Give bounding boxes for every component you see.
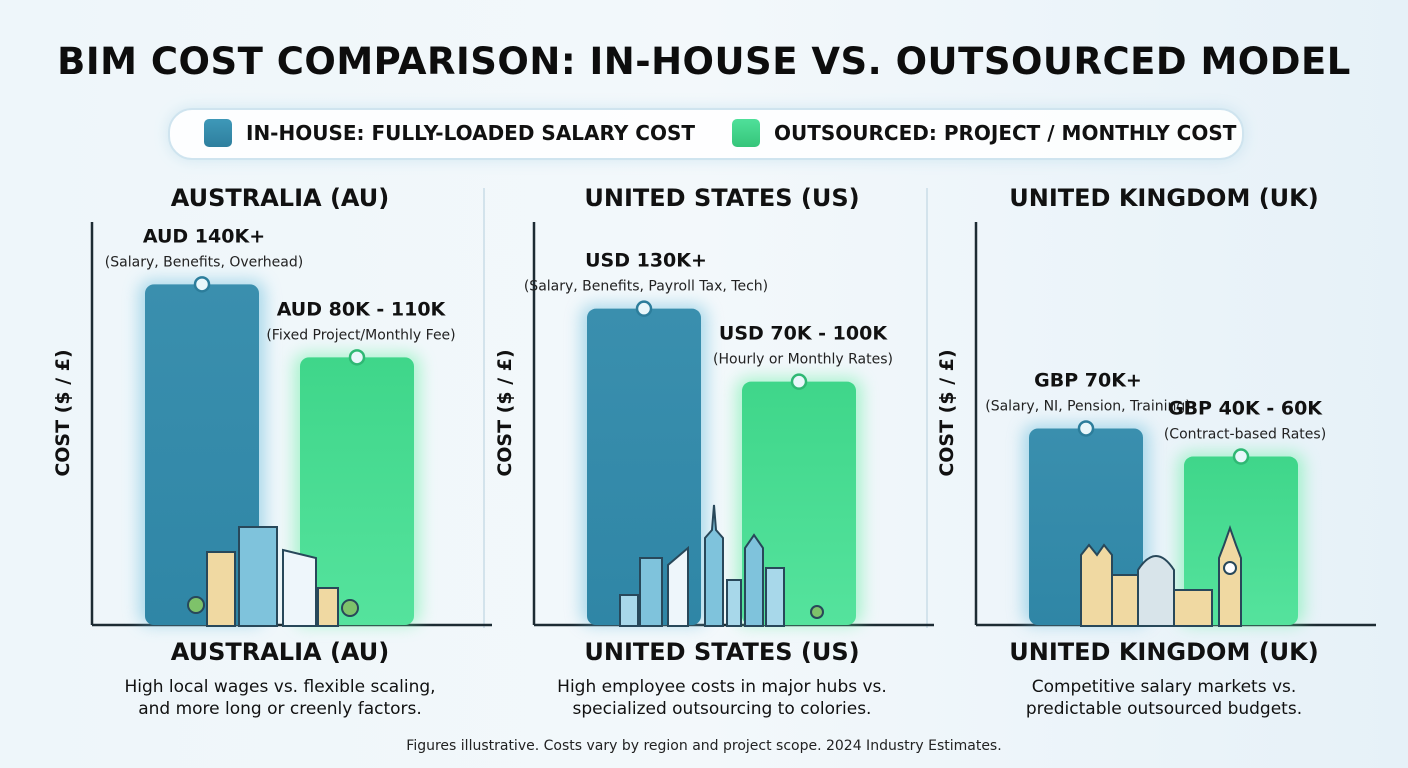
empire-state-icon <box>704 504 724 627</box>
data-sublabel: (Salary, Benefits, Payroll Tax, Tech) <box>524 279 768 295</box>
building-icon <box>765 567 785 627</box>
tree-icon <box>187 596 205 614</box>
bar-marker-dot <box>635 300 653 317</box>
legend-swatch-outsourced <box>732 119 760 147</box>
data-sublabel: (Fixed Project/Monthly Fee) <box>266 327 455 343</box>
country-name: AUSTRALIA (AU) <box>170 638 390 666</box>
building-icon <box>726 579 742 627</box>
skyline-illustration <box>187 526 359 627</box>
building-icon <box>744 533 764 627</box>
legend-item-in-house: IN-HOUSE: FULLY-LOADED SALARY COST <box>204 119 695 147</box>
country-name: UNITED STATES (US) <box>584 638 860 666</box>
building-icon <box>282 548 317 627</box>
bar-in-house <box>145 284 259 625</box>
bar-in-house <box>587 308 701 625</box>
bar-marker-dot <box>1232 448 1250 465</box>
chart-svg-au: AUD 140K+ (Salary, Benefits, Overhead) AUD… <box>90 222 492 627</box>
data-sublabel: (Salary, NI, Pension, Training) <box>985 398 1191 414</box>
clock-icon <box>1223 561 1237 575</box>
description-line: High local wages vs. flexible scaling, <box>124 677 436 697</box>
data-label: AUD 80K - 110K <box>277 298 447 320</box>
chart-panel-au: AUSTRALIA (AU) COST ($ / £) AUD 140K+ (Sa… <box>52 170 500 730</box>
chart-panel-us: UNITED STATES (US) COST ($ / £) USD 130K… <box>494 170 942 730</box>
chart-svg-uk: GBP 70K+ (Salary, NI, Pension, Training)G… <box>974 222 1376 627</box>
building-icon <box>206 551 236 627</box>
description-line: Competitive salary markets vs. <box>1031 677 1297 697</box>
dome-icon <box>1137 555 1175 627</box>
chart-title: UNITED KINGDOM (UK) <box>1009 184 1319 212</box>
data-label: GBP 40K - 60K <box>1168 398 1323 420</box>
description-line: and more long or creenly factors. <box>138 699 422 719</box>
chart-svg-us: USD 130K+ (Salary, Benefits, Payroll Tax,… <box>524 222 934 627</box>
skyline-illustration <box>1080 524 1242 627</box>
data-label: GBP 70K+ <box>1034 369 1142 391</box>
data-sublabel: (Contract-based Rates) <box>1164 427 1326 443</box>
building-icon <box>1173 589 1213 627</box>
chart-title: UNITED STATES (US) <box>584 184 860 212</box>
data-label: USD 130K+ <box>585 250 707 272</box>
tree-icon <box>810 605 824 619</box>
description-line: predictable outsourced budgets. <box>1025 699 1303 719</box>
country-description: High employee costs in major hubs vs. sp… <box>502 676 942 720</box>
description-line: specialized outsourcing to colories. <box>572 699 872 719</box>
data-label: AUD 140K+ <box>143 225 265 247</box>
bar-outsourced <box>1184 456 1298 625</box>
building-icon <box>639 557 663 627</box>
big-ben-icon <box>1218 524 1242 627</box>
chart-panel-uk: UNITED KINGDOM (UK) COST ($ / £) GBP 70K… <box>936 170 1384 730</box>
legend-swatch-in-house <box>204 119 232 147</box>
building-icon <box>619 594 639 627</box>
bar-outsourced <box>300 357 414 625</box>
legend-label-outsourced: OUTSOURCED: PROJECT / MONTHLY COST <box>774 121 1237 145</box>
country-description: Competitive salary markets vs. predictab… <box>944 676 1384 720</box>
bar-marker-dot <box>193 276 211 293</box>
page-title: BIM COST COMPARISON: IN-HOUSE VS. OUTSOU… <box>57 40 1351 83</box>
description-line: High employee costs in major hubs vs. <box>557 677 887 697</box>
building-icon <box>1111 574 1139 627</box>
panel-divider <box>926 188 928 628</box>
legend-label-in-house: IN-HOUSE: FULLY-LOADED SALARY COST <box>246 121 695 145</box>
westminster-icon <box>1080 543 1113 627</box>
bar-marker-dot <box>1077 420 1095 437</box>
country-description: High local wages vs. flexible scaling, a… <box>60 676 500 720</box>
data-label: USD 70K - 100K <box>719 323 888 345</box>
building-icon <box>238 526 278 627</box>
data-sublabel: (Hourly or Monthly Rates) <box>713 352 893 368</box>
legend: IN-HOUSE: FULLY-LOADED SALARY COST OUTSO… <box>168 108 1244 160</box>
footnote: Figures illustrative. Costs vary by regi… <box>406 738 1002 754</box>
tree-icon <box>341 599 359 617</box>
bar-marker-dot <box>790 373 808 390</box>
building-icon <box>317 587 339 627</box>
legend-item-outsourced: OUTSOURCED: PROJECT / MONTHLY COST <box>732 119 1236 147</box>
building-icon <box>667 545 689 627</box>
country-name: UNITED KINGDOM (UK) <box>1009 638 1319 666</box>
panel-divider <box>483 188 485 628</box>
skyline-illustration <box>619 504 824 627</box>
data-sublabel: (Salary, Benefits, Overhead) <box>105 254 303 270</box>
bar-outsourced <box>742 381 856 625</box>
bar-marker-dot <box>348 349 366 366</box>
chart-title: AUSTRALIA (AU) <box>170 184 390 212</box>
